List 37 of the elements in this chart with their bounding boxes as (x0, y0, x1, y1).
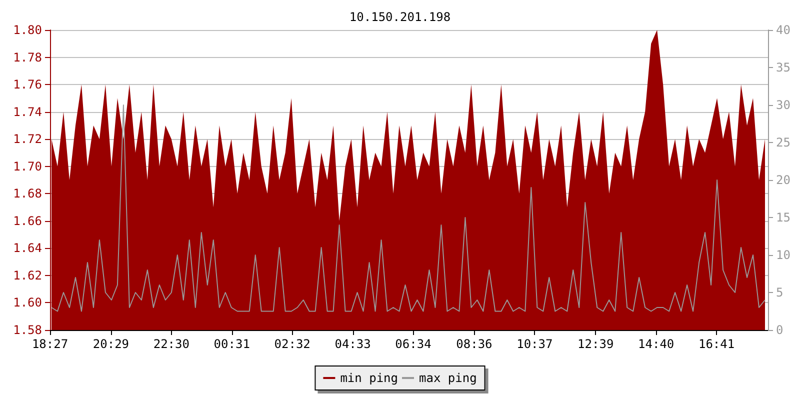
y2-tick-label: 20 (776, 173, 790, 187)
y-tick-label: 1.70 (13, 159, 42, 174)
legend-label: max ping (419, 371, 477, 385)
x-tick-label: 18:27 (32, 337, 68, 351)
y-tick-label: 1.62 (13, 268, 42, 282)
y-tick-label: 1.58 (13, 323, 42, 337)
x-tick-label: 16:41 (698, 337, 735, 351)
x-tick-label: 06:34 (395, 337, 432, 351)
y2-tick-label: 15 (776, 210, 790, 224)
y2-tick-label: 40 (776, 23, 790, 37)
x-tick-label: 14:40 (638, 337, 674, 351)
y2-tick-label: 10 (776, 248, 790, 262)
x-tick-label: 12:39 (578, 337, 614, 351)
x-tick-label: 04:33 (334, 337, 371, 351)
y-tick-label: 1.60 (13, 296, 42, 310)
y-tick-label: 1.66 (13, 214, 42, 228)
y-tick-label: 1.78 (13, 50, 42, 64)
y2-tick-label: 30 (776, 98, 790, 112)
y2-tick-label: 5 (776, 286, 784, 300)
legend-label: min ping (340, 371, 398, 385)
y2-tick-label: 35 (776, 60, 790, 74)
x-tick-label: 20:29 (92, 337, 130, 351)
y-tick-label: 1.68 (13, 186, 42, 201)
x-tick-label: 22:30 (153, 337, 190, 351)
y-tick-label: 1.72 (13, 132, 42, 146)
y-tick-label: 1.74 (13, 104, 42, 119)
x-tick-label: 02:32 (274, 337, 310, 351)
x-tick-label: 08:36 (456, 337, 492, 351)
y-tick-label: 1.76 (13, 78, 42, 92)
chart-title: 10.150.201.198 (349, 10, 451, 24)
y2-tick-label: 0 (776, 323, 784, 337)
y-tick-label: 1.80 (13, 23, 42, 37)
line-series (51, 104, 766, 312)
y-tick-label: 1.64 (13, 241, 42, 256)
x-tick-label: 00:31 (214, 337, 250, 351)
x-tick-label: 10:37 (516, 337, 553, 351)
y2-tick-label: 25 (776, 136, 790, 150)
